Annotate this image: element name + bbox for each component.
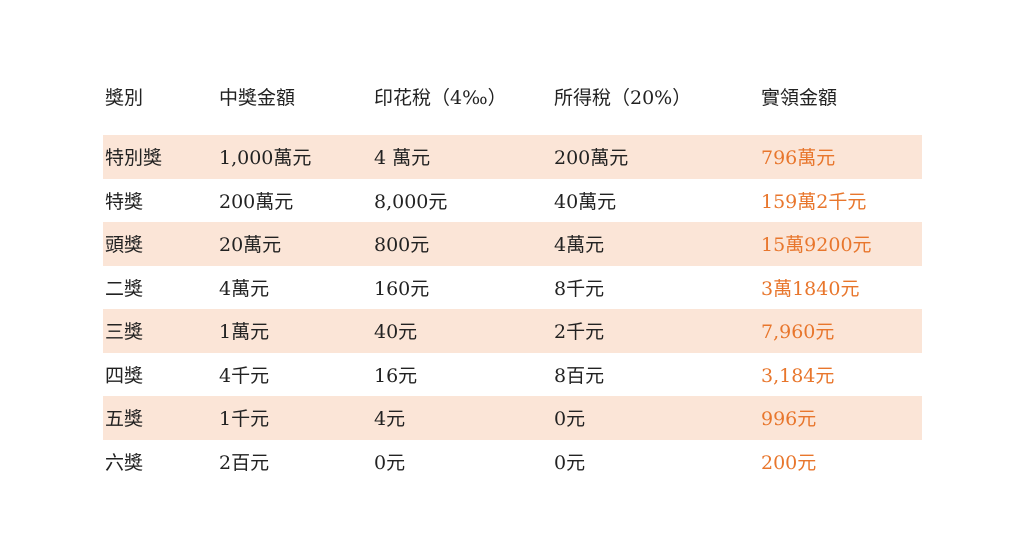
header-stamp-tax: 印花稅（4‰） [374,86,507,109]
cell-prize-amount: 1千元 [217,396,372,440]
cell-income-tax: 4萬元 [552,222,759,266]
table-row: 特別獎 1,000萬元 4 萬元 200萬元 796萬元 [103,135,922,179]
cell-net-amount: 3萬1840元 [761,277,860,300]
cell-prize-amount: 1萬元 [217,309,372,353]
cell-prize-amount: 4千元 [219,364,270,387]
header-row: 獎別 中獎金額 印花稅（4‰） 所得稅（20%） 實領金額 [103,73,922,119]
cell-income-tax: 8千元 [554,277,605,300]
header-net-amount: 實領金額 [761,86,838,109]
cell-stamp-tax: 800元 [372,222,552,266]
spacer-cell [103,119,922,135]
cell-income-tax: 0元 [554,451,586,474]
table-header: 獎別 中獎金額 印花稅（4‰） 所得稅（20%） 實領金額 [103,73,922,135]
cell-prize-amount: 4萬元 [219,277,270,300]
cell-prize-amount: 1,000萬元 [217,135,372,179]
cell-net-amount: 796萬元 [759,135,922,179]
cell-net-amount: 159萬2千元 [761,190,867,213]
cell-prize-level: 二獎 [105,277,144,300]
cell-stamp-tax: 8,000元 [374,190,448,213]
cell-net-amount: 15萬9200元 [759,222,922,266]
header-prize-amount: 中獎金額 [219,86,296,109]
cell-income-tax: 200萬元 [552,135,759,179]
cell-net-amount: 3,184元 [761,364,835,387]
cell-net-amount: 7,960元 [759,309,922,353]
cell-prize-level: 五獎 [103,396,217,440]
cell-prize-level: 四獎 [105,364,144,387]
cell-stamp-tax: 16元 [374,364,418,387]
cell-income-tax: 2千元 [552,309,759,353]
table-row: 頭獎 20萬元 800元 4萬元 15萬9200元 [103,222,922,266]
table-body: 特別獎 1,000萬元 4 萬元 200萬元 796萬元 特獎 200萬元 8,… [103,135,922,483]
cell-prize-level: 六獎 [105,451,144,474]
table-row: 四獎 4千元 16元 8百元 3,184元 [103,353,922,397]
cell-prize-level: 頭獎 [103,222,217,266]
cell-prize-level: 特獎 [105,190,144,213]
cell-prize-amount: 200萬元 [219,190,294,213]
cell-net-amount: 996元 [759,396,922,440]
table-row: 三獎 1萬元 40元 2千元 7,960元 [103,309,922,353]
cell-stamp-tax: 40元 [372,309,552,353]
table-row: 特獎 200萬元 8,000元 40萬元 159萬2千元 [103,179,922,223]
cell-prize-amount: 20萬元 [217,222,372,266]
cell-prize-amount: 2百元 [219,451,270,474]
table-row: 五獎 1千元 4元 0元 996元 [103,396,922,440]
cell-income-tax: 8百元 [554,364,605,387]
header-income-tax: 所得稅（20%） [554,86,692,109]
cell-stamp-tax: 4 萬元 [372,135,552,179]
cell-income-tax: 40萬元 [554,190,617,213]
cell-net-amount: 200元 [761,451,817,474]
cell-income-tax: 0元 [552,396,759,440]
table-row: 六獎 2百元 0元 0元 200元 [103,440,922,484]
prize-table: 獎別 中獎金額 印花稅（4‰） 所得稅（20%） 實領金額 特別獎 1,000萬… [103,73,922,483]
cell-stamp-tax: 4元 [372,396,552,440]
cell-stamp-tax: 160元 [374,277,430,300]
cell-prize-level: 特別獎 [103,135,217,179]
cell-stamp-tax: 0元 [374,451,406,474]
cell-prize-level: 三獎 [103,309,217,353]
table-row: 二獎 4萬元 160元 8千元 3萬1840元 [103,266,922,310]
header-prize-level: 獎別 [105,86,144,109]
header-spacer [103,119,922,135]
